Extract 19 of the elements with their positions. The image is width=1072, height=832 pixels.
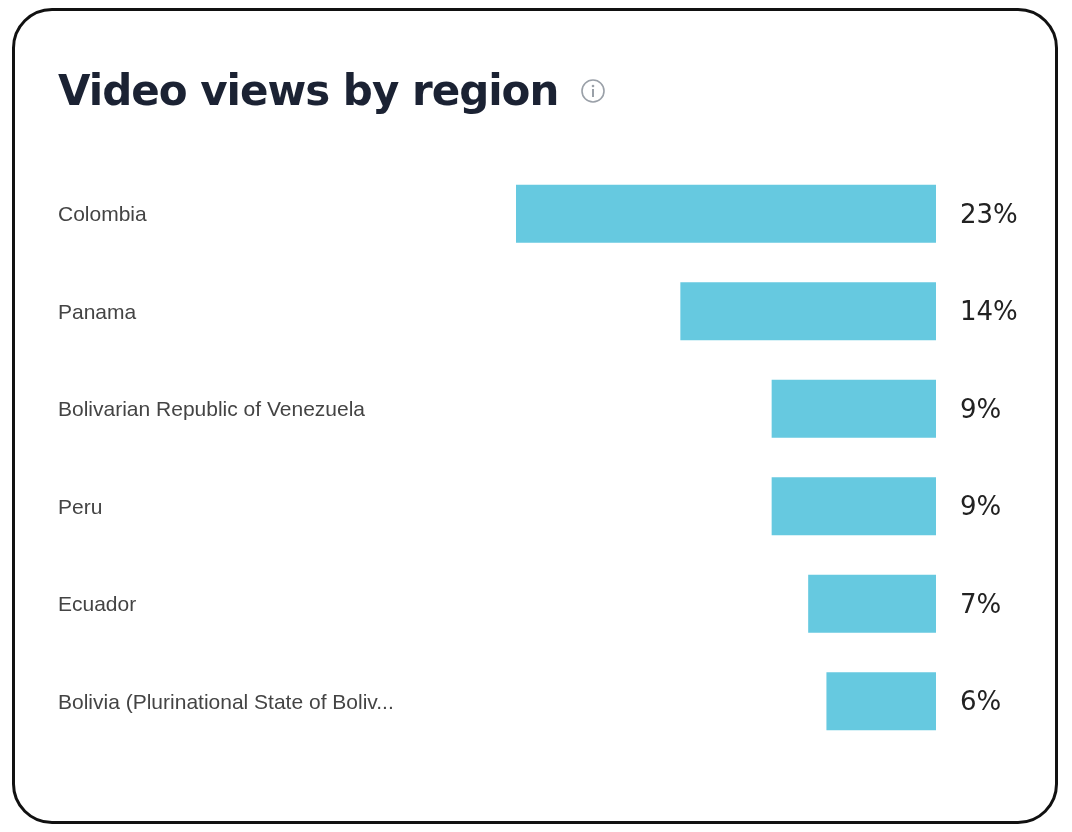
data-label: 9% <box>960 491 1002 522</box>
data-label: 9% <box>960 393 1002 424</box>
y-tick-label: Ecuador <box>58 592 137 616</box>
y-tick-label: Bolivia (Plurinational State of Boliv... <box>58 689 394 713</box>
y-tick-label: Colombia <box>58 202 148 226</box>
y-tick-label: Bolivarian Republic of Venezuela <box>58 397 366 421</box>
data-label: 6% <box>960 686 1002 717</box>
bar <box>516 184 936 243</box>
bar <box>680 282 936 341</box>
bar <box>826 672 936 731</box>
data-label: 14% <box>960 296 1018 327</box>
y-tick-label: Peru <box>58 494 103 518</box>
bar <box>808 574 936 633</box>
data-label: 7% <box>960 588 1002 619</box>
chart-title: Video views by region <box>58 66 559 115</box>
data-label: 23% <box>960 198 1018 229</box>
bar <box>771 477 936 536</box>
y-tick-label: Panama <box>58 299 137 323</box>
bar <box>771 379 936 438</box>
